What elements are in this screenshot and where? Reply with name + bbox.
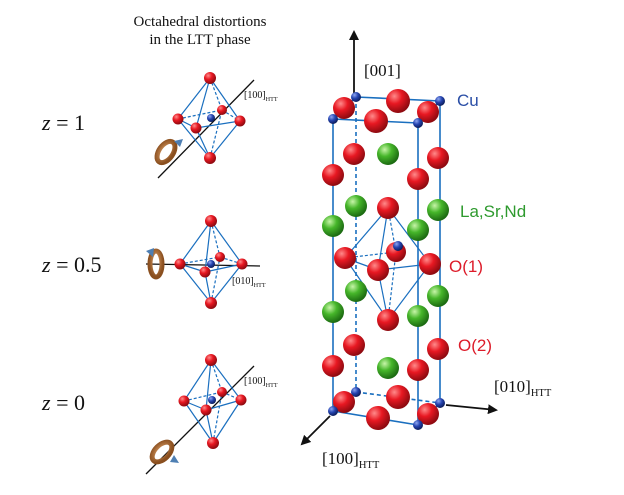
oxygen-atom <box>386 385 410 409</box>
rotation-arrow-icon <box>154 138 183 166</box>
la-atom <box>427 285 449 307</box>
octahedron-z0: [100]HTT <box>145 354 278 475</box>
oxygen-atom <box>377 197 399 219</box>
la-atom <box>345 280 367 302</box>
z-label-0.5: z = 0.5 <box>41 252 101 277</box>
oxygen-atom <box>333 97 355 119</box>
oxygen-atom <box>174 258 186 270</box>
oxygen-atom <box>367 259 389 281</box>
cu-atom <box>207 114 215 122</box>
figure-title-line2: in the LTT phase <box>149 32 251 48</box>
oxygen-atom <box>205 354 217 366</box>
oxygen-atom <box>417 101 439 123</box>
oxygen-atom <box>322 164 344 186</box>
la-atom <box>377 143 399 165</box>
oxygen-atom <box>364 109 388 133</box>
z-label-1: z = 1 <box>41 110 85 135</box>
cu-atom <box>413 118 423 128</box>
cu-atom <box>413 420 423 430</box>
oxygen-atom <box>407 359 429 381</box>
oxygen-atom <box>366 406 390 430</box>
axis-label-001: [001] <box>364 61 401 80</box>
axis-label-010: [010]HTT <box>494 377 552 399</box>
cu-atom <box>328 114 338 124</box>
legend-la-sr-nd: La,Sr,Nd <box>460 202 526 221</box>
oxygen-atom <box>386 89 410 113</box>
octa-axis-line <box>157 79 255 179</box>
la-atom <box>322 215 344 237</box>
oxygen-atom <box>204 152 216 164</box>
oxygen-atom <box>427 147 449 169</box>
oxygen-atom <box>417 403 439 425</box>
oxygen-atom <box>407 168 429 190</box>
cu-atom <box>435 96 445 106</box>
oxygen-atom <box>377 309 399 331</box>
octa-axis-label-z0: [100]HTT <box>244 376 278 389</box>
rotation-arrow-icon <box>149 439 179 465</box>
oxygen-atom <box>207 437 219 449</box>
la-atom <box>427 199 449 221</box>
cu-atom <box>393 241 403 251</box>
oxygen-atom <box>235 394 247 406</box>
legend-cu: Cu <box>457 91 479 110</box>
la-atom <box>407 219 429 241</box>
legend-o2: O(2) <box>458 336 492 355</box>
unit-cell: [001] <box>300 30 552 471</box>
rotation-arrow-icon <box>146 248 165 280</box>
oxygen-atom <box>322 355 344 377</box>
cu-atom <box>351 387 361 397</box>
cu-atom <box>435 398 445 408</box>
oxygen-atom <box>215 252 225 262</box>
oxygen-atom <box>343 334 365 356</box>
oxygen-atom <box>419 253 441 275</box>
oxygen-atom <box>334 247 356 269</box>
oxygen-atom <box>234 115 246 127</box>
oxygen-atom <box>343 143 365 165</box>
axis-arrow-010 <box>445 404 498 415</box>
la-atom <box>322 301 344 323</box>
octa-axis-label-z1: [100]HTT <box>244 90 278 103</box>
oxygen-atom <box>205 215 217 227</box>
axis-label-100: [100]HTT <box>322 449 380 471</box>
oxygen-atom <box>236 258 248 270</box>
oxygen-atom <box>205 297 217 309</box>
axis-arrow-100 <box>300 415 331 446</box>
oxygen-atom <box>217 387 227 397</box>
z-label-0: z = 0 <box>41 390 85 415</box>
oxygen-atom <box>200 404 212 416</box>
cu-atom <box>207 260 215 268</box>
oxygen-atom <box>190 122 202 134</box>
oxygen-atom <box>199 266 211 278</box>
oxygen-atom <box>217 105 227 115</box>
octa-axis-label-z05: [010]HTT <box>232 276 266 289</box>
la-atom <box>407 305 429 327</box>
legend-o1: O(1) <box>449 257 483 276</box>
oxygen-atom <box>204 72 216 84</box>
la-atom <box>345 195 367 217</box>
octahedron-z05: [010]HTT <box>145 215 266 309</box>
oxygen-atom <box>427 338 449 360</box>
cu-atom <box>351 92 361 102</box>
figure-title-line1: Octahedral distortions <box>134 14 267 30</box>
la-atom <box>377 357 399 379</box>
oxygen-atom <box>178 395 190 407</box>
cu-atom <box>328 406 338 416</box>
oxygen-atom <box>172 113 184 125</box>
oxygen-atom <box>333 391 355 413</box>
octa-axis-line <box>145 365 255 475</box>
octahedron-z1: [100]HTT <box>154 72 278 179</box>
cu-atom <box>208 396 216 404</box>
